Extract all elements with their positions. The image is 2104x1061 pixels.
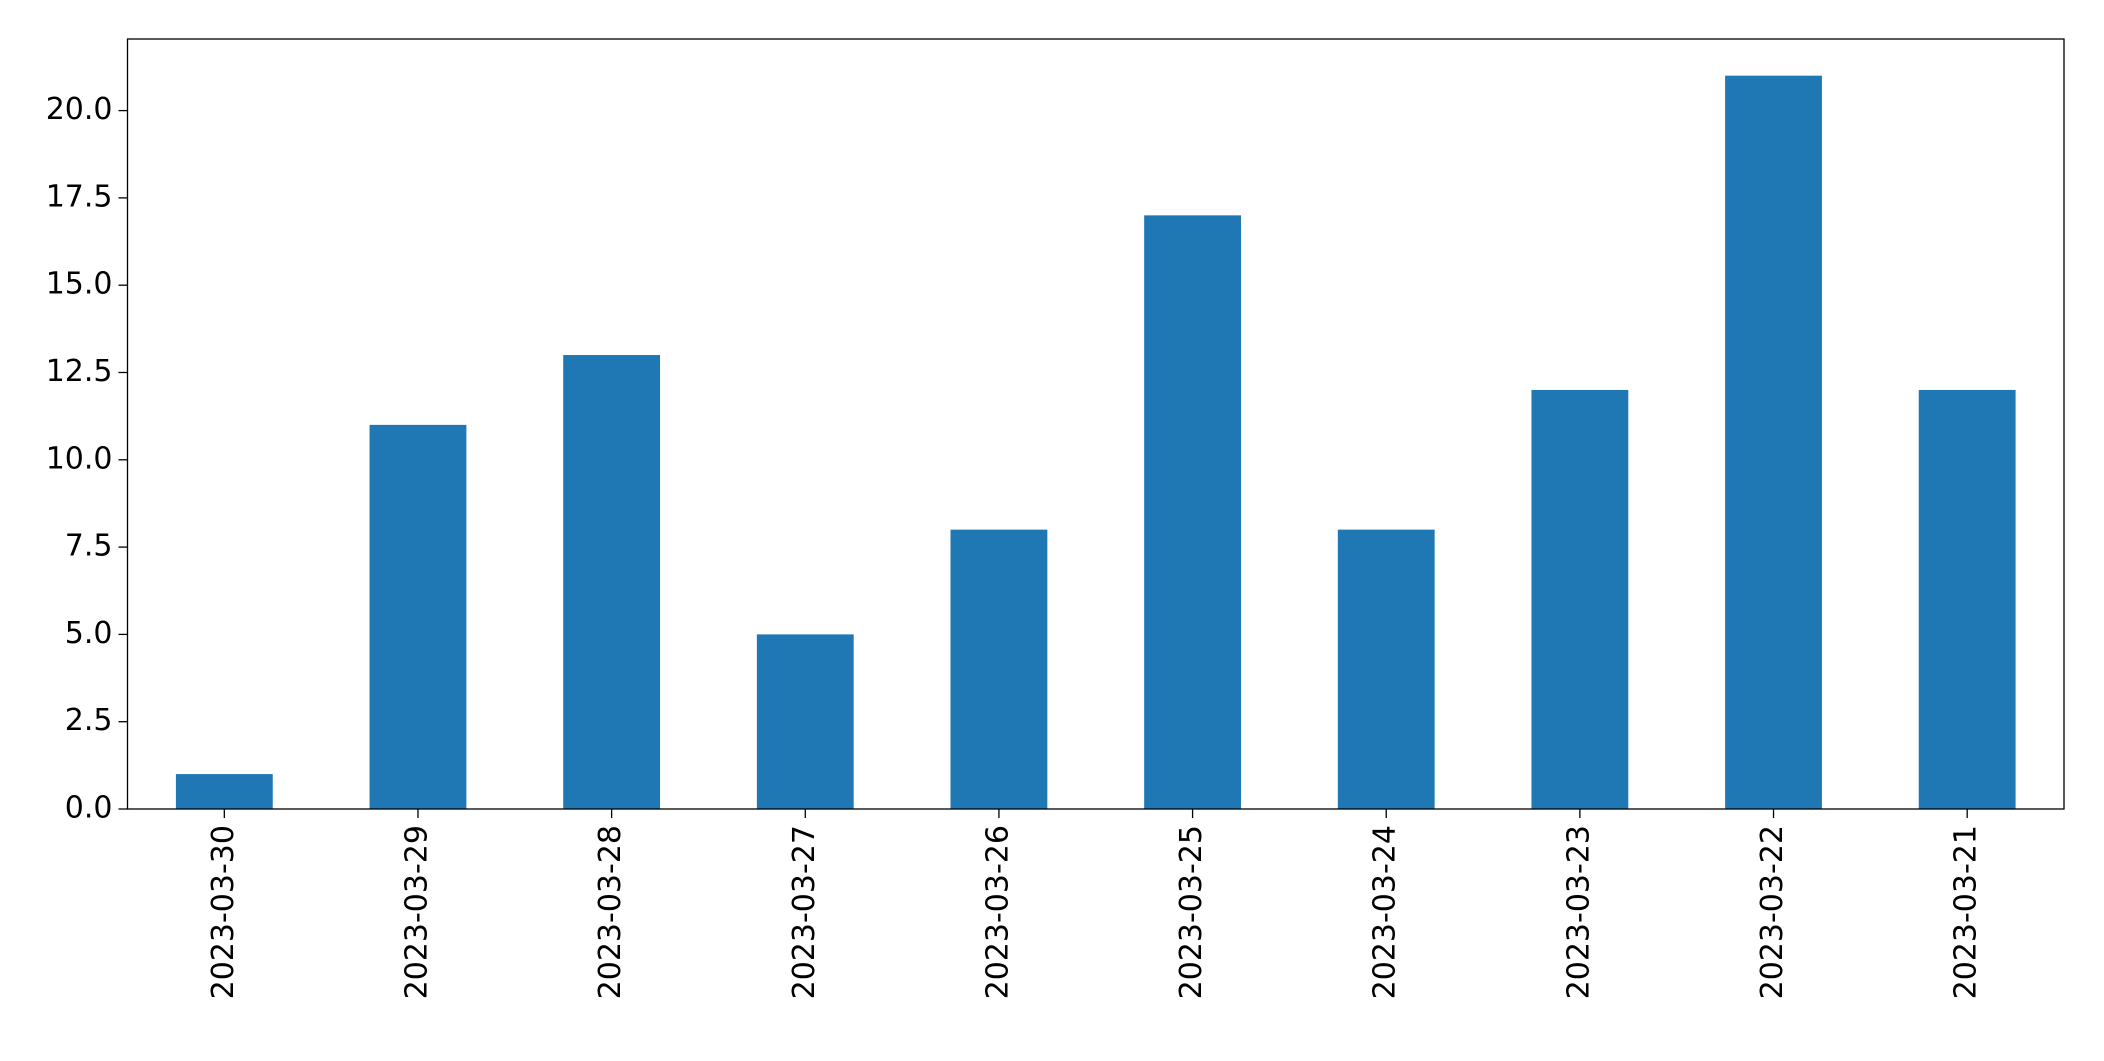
y-tick-label: 15.0 xyxy=(46,267,113,302)
axes-frame xyxy=(126,38,2065,810)
x-tick-label: 2023-03-26 xyxy=(980,825,1015,999)
x-tick-label: 2023-03-28 xyxy=(593,825,628,999)
bar xyxy=(1725,75,1822,809)
x-tick-label: 2023-03-23 xyxy=(1561,825,1596,999)
x-tick-label: 2023-03-24 xyxy=(1368,825,1403,999)
bar xyxy=(1531,389,1629,809)
bar xyxy=(950,529,1048,809)
x-tick-label: 2023-03-21 xyxy=(1949,825,1984,999)
x-tick-label: 2023-03-30 xyxy=(206,825,241,999)
bar xyxy=(1918,389,2016,809)
bar xyxy=(1337,529,1435,809)
x-tick-label: 2023-03-29 xyxy=(399,825,434,999)
y-tick-label: 20.0 xyxy=(46,92,113,127)
y-tick-label: 7.5 xyxy=(65,529,113,564)
y-tick-label: 10.0 xyxy=(46,441,113,476)
bar xyxy=(756,634,854,809)
bar xyxy=(563,355,661,809)
y-tick-label: 2.5 xyxy=(65,703,113,738)
bar xyxy=(369,424,467,809)
x-tick-label: 2023-03-25 xyxy=(1174,825,1209,999)
bar xyxy=(175,774,273,809)
x-tick-label: 2023-03-22 xyxy=(1755,825,1790,999)
bar xyxy=(1144,215,1241,809)
y-tick-label: 0.0 xyxy=(65,791,113,826)
y-tick-label: 17.5 xyxy=(46,179,113,214)
y-tick-label: 5.0 xyxy=(65,616,113,651)
x-tick-label: 2023-03-27 xyxy=(787,825,822,999)
y-tick-label: 12.5 xyxy=(46,354,113,389)
